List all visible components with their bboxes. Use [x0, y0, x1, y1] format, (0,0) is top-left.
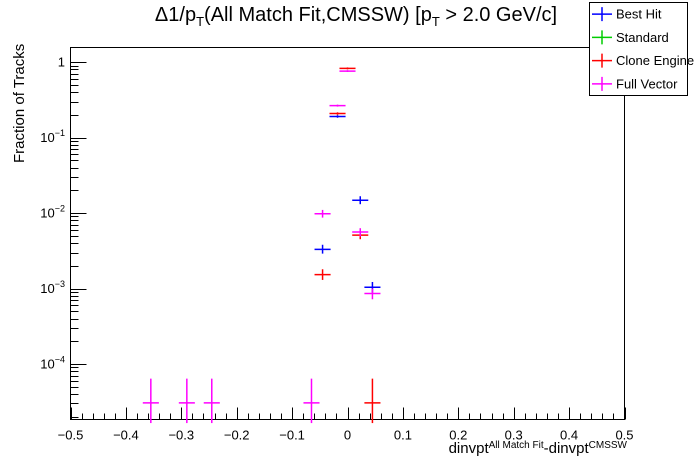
y-axis-ticks: 1 10−1 10−2 10−3 10−4 — [40, 55, 87, 418]
legend-entry-full-vector: Full Vector — [592, 76, 678, 91]
x-tick-label: 0 — [344, 428, 351, 443]
x-tick-label: 0.3 — [505, 428, 523, 443]
legend-entry-standard: Standard — [592, 30, 669, 45]
y-tick-label: 10−4 — [40, 355, 65, 372]
y-tick-label: 10−1 — [40, 128, 65, 145]
x-tick-label: −0.1 — [279, 428, 305, 443]
series-full-vector — [142, 70, 381, 424]
chart-title-text: Δ1/pT(All Match Fit,CMSSW) [pT > 2.0 GeV… — [155, 4, 557, 29]
y-tick-label: 10−2 — [40, 204, 65, 221]
x-tick-label: −0.3 — [168, 428, 194, 443]
x-tick-label: −0.5 — [58, 428, 84, 443]
legend-entry-label: Best Hit — [616, 7, 662, 22]
legend-frame — [589, 2, 688, 96]
y-tick-label: 1 — [58, 55, 65, 70]
x-axis-title-text: dinvptAll Match Fit-dinvptCMSSW — [449, 440, 628, 457]
x-axis-title: dinvptAll Match Fit-dinvptCMSSW — [449, 440, 628, 457]
y-tick-label: 10−3 — [40, 279, 65, 296]
x-tick-label: 0.1 — [394, 428, 412, 443]
x-tick-label: −0.4 — [113, 428, 139, 443]
x-tick-label: 0.4 — [560, 428, 578, 443]
plot-frame — [70, 47, 625, 420]
legend-entry-label: Full Vector — [616, 76, 678, 91]
legend-entry-label: Standard — [616, 30, 669, 45]
series-clone-engine — [314, 67, 381, 424]
x-tick-label: 0.2 — [449, 428, 467, 443]
series-best-hit — [314, 115, 381, 293]
legend-entry-best-hit: Best Hit — [592, 7, 662, 22]
x-tick-label: 0.5 — [615, 428, 633, 443]
x-axis-ticks: −0.5 −0.4 −0.3 −0.2 −0.1 0 0.1 0.2 0.3 0.4 0.5 — [58, 407, 634, 443]
chart-title: Δ1/pT(All Match Fit,CMSSW) [pT > 2.0 GeV… — [155, 4, 557, 29]
legend-entry-clone-engine: Clone Engine — [592, 53, 694, 68]
legend-box: Best Hit Standard Clone Engine Full Vector — [589, 2, 694, 96]
x-tick-label: −0.2 — [224, 428, 250, 443]
y-axis-title: Fraction of Tracks — [11, 44, 28, 163]
legend-entry-label: Clone Engine — [616, 53, 694, 68]
data-series — [142, 67, 381, 424]
